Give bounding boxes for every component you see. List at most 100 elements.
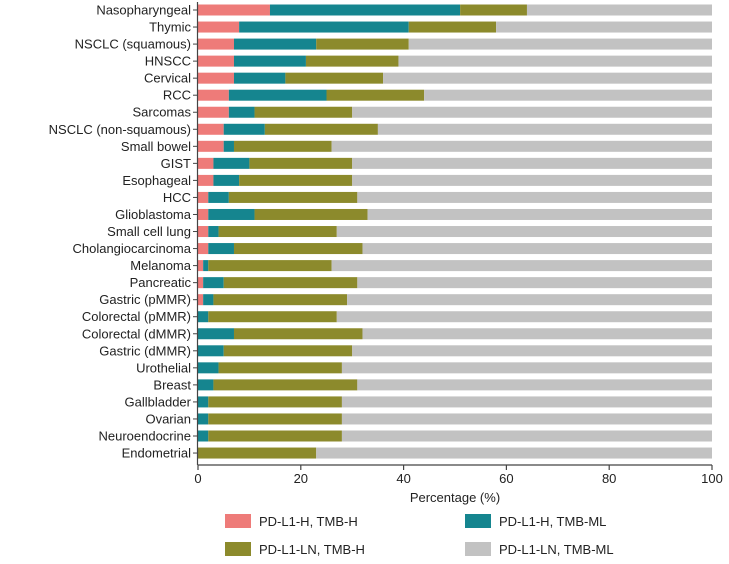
- bar-segment-4: [352, 345, 712, 357]
- x-tick-label: 0: [194, 471, 201, 486]
- bar-segment-1: [198, 260, 204, 272]
- bar-segment-2: [203, 260, 209, 272]
- legend-swatch: [465, 514, 491, 528]
- bar-segment-3: [208, 311, 337, 323]
- category-label: NSCLC (squamous): [75, 37, 191, 52]
- bar-segment-3: [285, 72, 384, 84]
- bar-segment-3: [249, 157, 353, 169]
- bar-segment-3: [208, 430, 342, 442]
- category-label: Small cell lung: [107, 224, 191, 239]
- category-label: Cholangiocarcinoma: [72, 241, 191, 256]
- bar-segment-1: [198, 226, 209, 238]
- bar-segment-1: [198, 294, 204, 306]
- category-label: HNSCC: [145, 54, 191, 69]
- bar-segment-4: [383, 72, 712, 84]
- category-labels: Nasopharyngeal Thymic NSCLC (squamous) HNSC…: [49, 3, 198, 461]
- bar-segment-2: [223, 123, 265, 135]
- bar-segment-2: [198, 345, 224, 357]
- bar-segment-4: [352, 157, 712, 169]
- category-label: Cervical: [144, 71, 191, 86]
- bar-segment-3: [198, 447, 317, 459]
- bar-segment-4: [336, 226, 712, 238]
- bar-segment-3: [233, 140, 332, 152]
- bar-segment-3: [264, 123, 378, 135]
- bar-segment-2: [198, 311, 209, 323]
- x-tick-label: 100: [701, 471, 723, 486]
- bar-segment-2: [213, 174, 240, 186]
- bar-segment-1: [198, 157, 214, 169]
- bar-segment-3: [233, 328, 363, 340]
- bar-segment-2: [208, 208, 255, 220]
- bar-segment-2: [203, 277, 224, 289]
- bar-segment-4: [526, 4, 712, 16]
- bar-segment-3: [316, 38, 409, 50]
- category-label: Pancreatic: [130, 275, 192, 290]
- legend-label: PD-L1-H, TMB-ML: [499, 514, 606, 529]
- bar-segment-2: [233, 38, 317, 50]
- bar-segment-4: [424, 89, 712, 101]
- category-label: Glioblastoma: [115, 207, 192, 222]
- category-label: Ovarian: [145, 411, 191, 426]
- bar-segment-4: [352, 106, 712, 118]
- bar-segment-2: [233, 55, 306, 67]
- bar-segment-1: [198, 55, 234, 67]
- legend-swatch: [225, 542, 251, 556]
- bar-segment-3: [239, 174, 353, 186]
- bar-segment-2: [228, 89, 327, 101]
- bar-segment-3: [254, 208, 368, 220]
- category-label: Sarcomas: [132, 105, 191, 120]
- bar-segment-1: [198, 38, 234, 50]
- category-label: Colorectal (dMMR): [82, 326, 191, 341]
- bar-segment-1: [198, 123, 224, 135]
- x-tick-label: 20: [294, 471, 308, 486]
- bar-segment-2: [208, 243, 234, 255]
- category-label: Esophageal: [122, 173, 191, 188]
- bar-segment-1: [198, 4, 270, 16]
- x-axis-title: Percentage (%): [410, 490, 500, 505]
- bar-segment-2: [203, 294, 214, 306]
- bar-segment-4: [347, 294, 712, 306]
- bar-segment-1: [198, 89, 229, 101]
- legend-item: PD-L1-H, TMB-ML: [465, 514, 606, 529]
- bar-segment-3: [223, 277, 358, 289]
- bar-segment-3: [460, 4, 527, 16]
- bar-segment-3: [408, 21, 497, 33]
- category-label: Gallbladder: [125, 394, 192, 409]
- category-label: Colorectal (pMMR): [82, 309, 191, 324]
- bar-segment-2: [198, 396, 209, 408]
- category-label: Gastric (pMMR): [99, 292, 191, 307]
- bar-segment-2: [198, 379, 214, 391]
- x-tick-label: 60: [499, 471, 513, 486]
- bar-segment-3: [213, 294, 348, 306]
- legend-swatch: [225, 514, 251, 528]
- x-ticks: 0 20 40 60 80 100: [194, 465, 723, 486]
- bar-segment-4: [352, 174, 712, 186]
- bar-segment-3: [208, 260, 332, 272]
- bar-segment-1: [198, 140, 224, 152]
- category-label: Nasopharyngeal: [96, 3, 191, 18]
- bar-segment-4: [357, 191, 712, 203]
- category-label: Endometrial: [122, 446, 191, 461]
- bar-segment-4: [331, 260, 712, 272]
- bar-segment-4: [341, 413, 712, 425]
- bar-segment-2: [198, 362, 219, 374]
- bar-segment-1: [198, 277, 204, 289]
- x-tick-label: 40: [396, 471, 410, 486]
- bar-segment-4: [362, 243, 712, 255]
- category-label: Breast: [153, 377, 191, 392]
- bar-segment-1: [198, 72, 234, 84]
- bar-segment-4: [408, 38, 712, 50]
- bar-segment-4: [377, 123, 712, 135]
- bar-segment-2: [223, 140, 234, 152]
- legend-item: PD-L1-LN, TMB-H: [225, 542, 365, 557]
- bar-segment-2: [239, 21, 409, 33]
- category-label: Melanoma: [130, 258, 191, 273]
- bar-segment-2: [228, 106, 255, 118]
- bar-segment-4: [331, 140, 712, 152]
- bar-segment-3: [208, 396, 342, 408]
- bar-segment-1: [198, 208, 209, 220]
- bar-segment-2: [269, 4, 461, 16]
- bar-segment-1: [198, 243, 209, 255]
- bar-segment-1: [198, 191, 209, 203]
